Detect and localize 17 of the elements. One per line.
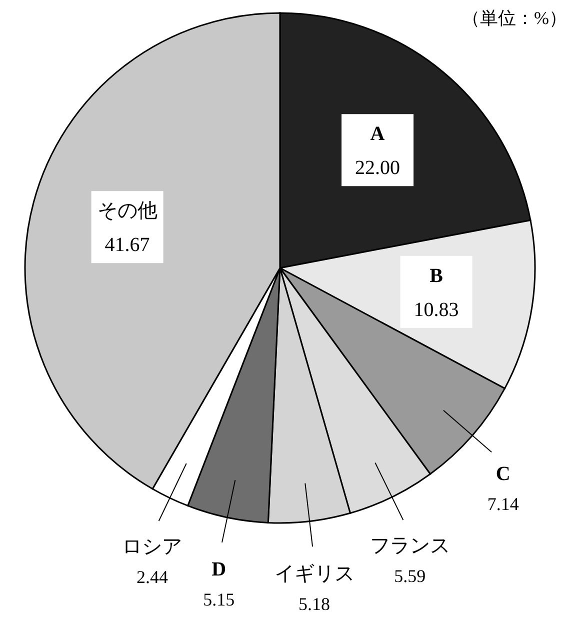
- slice-label: その他: [97, 200, 158, 222]
- slice-label: C: [496, 463, 510, 486]
- slice-label: イギリス: [274, 562, 354, 585]
- data-label: 10.83: [414, 298, 459, 321]
- data-label: 41.67: [104, 234, 150, 256]
- data-label: 5.59: [394, 566, 426, 586]
- slice-label: D: [212, 558, 226, 580]
- text: （単位：%）: [462, 8, 567, 28]
- slice-label: フランス: [370, 534, 450, 557]
- slice-label: B: [430, 264, 443, 287]
- data-label: 5.15: [203, 589, 235, 610]
- slice-label: ロシア: [122, 536, 182, 558]
- data-label: 7.14: [487, 494, 519, 514]
- data-label: 5.18: [298, 594, 330, 614]
- data-label: 22.00: [355, 157, 400, 180]
- slice-label: A: [370, 123, 386, 146]
- data-label: 2.44: [136, 566, 168, 587]
